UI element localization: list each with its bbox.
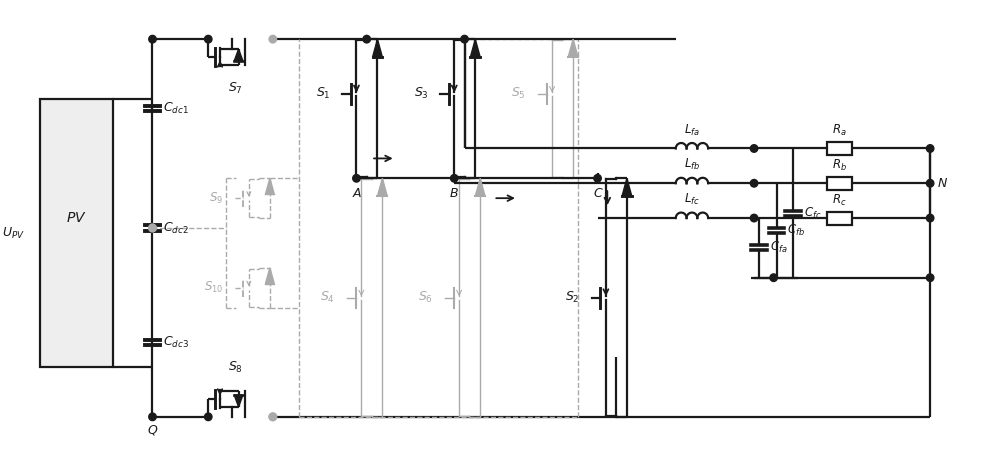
Text: $S_{10}$: $S_{10}$ bbox=[204, 280, 223, 295]
Polygon shape bbox=[234, 49, 243, 61]
Text: $C_{fc}$: $C_{fc}$ bbox=[804, 206, 821, 221]
Circle shape bbox=[269, 413, 277, 420]
Text: $PV$: $PV$ bbox=[66, 211, 87, 225]
Bar bbox=[827, 212, 852, 225]
Polygon shape bbox=[234, 395, 243, 407]
Text: $S_2$: $S_2$ bbox=[565, 290, 580, 305]
Circle shape bbox=[926, 179, 934, 187]
Polygon shape bbox=[377, 178, 387, 196]
Text: $L_{fc}$: $L_{fc}$ bbox=[684, 192, 700, 207]
Bar bbox=[827, 177, 852, 190]
Polygon shape bbox=[568, 39, 578, 57]
Circle shape bbox=[594, 174, 601, 182]
Circle shape bbox=[926, 214, 934, 222]
Circle shape bbox=[926, 145, 934, 152]
Text: $C_{dc2}$: $C_{dc2}$ bbox=[163, 221, 189, 236]
Text: N: N bbox=[938, 177, 947, 190]
Text: $L_{fa}$: $L_{fa}$ bbox=[684, 122, 700, 138]
Polygon shape bbox=[265, 268, 274, 284]
Text: $R_a$: $R_a$ bbox=[832, 123, 847, 138]
Text: $S_8$: $S_8$ bbox=[228, 360, 243, 375]
Circle shape bbox=[363, 35, 370, 43]
Text: $C_{dc3}$: $C_{dc3}$ bbox=[163, 335, 189, 350]
Text: $S_1$: $S_1$ bbox=[316, 86, 331, 101]
Text: $L_{fb}$: $L_{fb}$ bbox=[684, 157, 700, 172]
Text: $S_3$: $S_3$ bbox=[414, 86, 428, 101]
Circle shape bbox=[269, 413, 277, 420]
Text: $S_4$: $S_4$ bbox=[320, 290, 335, 305]
Text: $C_{fa}$: $C_{fa}$ bbox=[770, 241, 787, 255]
Text: $S_5$: $S_5$ bbox=[511, 86, 526, 101]
Circle shape bbox=[149, 224, 156, 232]
Circle shape bbox=[461, 35, 468, 43]
Circle shape bbox=[750, 179, 758, 187]
Text: $U_{PV}$: $U_{PV}$ bbox=[2, 226, 25, 241]
Bar bbox=[40, 99, 113, 367]
Text: $R_c$: $R_c$ bbox=[832, 193, 847, 207]
Text: $S_7$: $S_7$ bbox=[228, 81, 243, 96]
Text: $S_6$: $S_6$ bbox=[418, 290, 433, 305]
Circle shape bbox=[149, 224, 156, 232]
Circle shape bbox=[750, 145, 758, 152]
Circle shape bbox=[770, 274, 777, 281]
Text: $C_{fb}$: $C_{fb}$ bbox=[787, 223, 805, 238]
Text: $R_b$: $R_b$ bbox=[832, 158, 847, 173]
Text: $C_{dc1}$: $C_{dc1}$ bbox=[163, 101, 189, 116]
Circle shape bbox=[926, 274, 934, 281]
Circle shape bbox=[205, 35, 212, 43]
Circle shape bbox=[205, 413, 212, 420]
Circle shape bbox=[269, 35, 277, 43]
Polygon shape bbox=[475, 178, 485, 196]
Circle shape bbox=[353, 174, 360, 182]
Circle shape bbox=[149, 413, 156, 420]
Polygon shape bbox=[470, 39, 480, 57]
Polygon shape bbox=[622, 178, 632, 196]
Text: B: B bbox=[450, 187, 459, 200]
Text: A: A bbox=[352, 187, 361, 200]
Circle shape bbox=[451, 174, 458, 182]
Polygon shape bbox=[373, 39, 382, 57]
Polygon shape bbox=[265, 178, 274, 194]
Bar bbox=[827, 142, 852, 155]
Circle shape bbox=[750, 214, 758, 222]
Circle shape bbox=[149, 35, 156, 43]
Text: C: C bbox=[593, 187, 602, 200]
Text: $S_9$: $S_9$ bbox=[209, 191, 223, 206]
Text: Q: Q bbox=[148, 423, 157, 436]
